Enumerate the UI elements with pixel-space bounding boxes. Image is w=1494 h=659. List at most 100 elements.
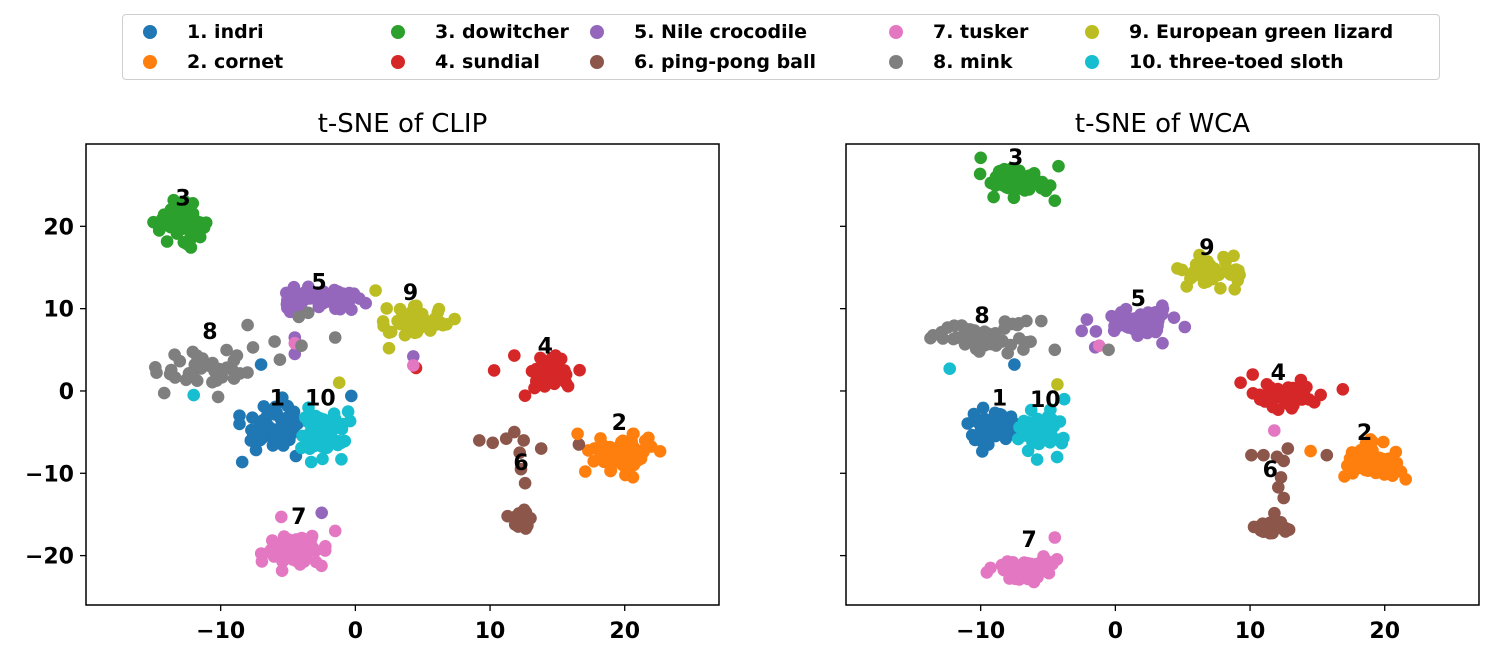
scatter-point-class-8 — [971, 326, 984, 340]
scatter-point-class-8 — [1012, 317, 1026, 330]
scatter-point-class-7 — [328, 524, 342, 538]
scatter-point-class-7 — [1092, 339, 1106, 353]
scatter-point-class-10 — [341, 405, 355, 418]
scatter-point-class-3 — [185, 210, 198, 224]
scatter-point-class-8 — [328, 331, 342, 344]
legend-item: 8. mink — [889, 50, 1013, 74]
legend-label: 8. mink — [933, 51, 1013, 73]
scatter-point-class-9 — [423, 321, 437, 334]
scatter-point-class-3 — [167, 193, 180, 207]
scatter-point-class-8 — [233, 367, 247, 380]
scatter-point-class-8 — [268, 335, 281, 348]
scatter-point-class-1 — [245, 423, 258, 437]
scatter-point-class-4 — [1258, 395, 1272, 408]
scatter-point-class-3 — [1052, 159, 1065, 173]
scatter-point-class-8 — [241, 318, 254, 332]
scatter-point-class-2 — [613, 439, 626, 453]
scatter-point-class-5 — [1167, 311, 1181, 325]
scatter-point-class-6 — [1320, 448, 1334, 462]
scatter-point-class-9 — [1201, 255, 1214, 268]
scatter-point-class-1 — [261, 419, 275, 433]
cluster-label: 4 — [1271, 361, 1286, 386]
scatter-point-class-10 — [336, 417, 350, 431]
scatter-point-class-3 — [184, 241, 198, 254]
legend-marker — [889, 55, 903, 69]
scatter-point-class-2 — [627, 427, 640, 441]
scatter-point-class-1 — [345, 389, 358, 403]
legend-label: 4. sundial — [435, 51, 540, 73]
scatter-point-class-8 — [157, 386, 171, 400]
scatter-point-class-1 — [254, 430, 268, 444]
scatter-point-class-9 — [382, 341, 396, 355]
scatter-point-class-9 — [377, 319, 390, 333]
scatter-point-class-4 — [573, 363, 586, 377]
legend-marker — [590, 55, 604, 69]
scatter-point-class-8 — [220, 343, 233, 357]
scatter-point-class-8 — [1102, 343, 1115, 357]
scatter-point-class-2 — [579, 465, 592, 478]
scatter-point-class-3 — [157, 208, 171, 221]
scatter-point-class-1 — [254, 358, 268, 371]
scatter-point-class-3 — [987, 190, 1000, 204]
scatter-point-class-8 — [1021, 335, 1034, 349]
cluster-label: 10 — [1030, 388, 1061, 413]
scatter-point-class-2 — [1345, 446, 1359, 459]
scatter-point-class-6 — [517, 434, 530, 447]
scatter-point-class-2 — [607, 450, 620, 464]
cluster-label: 5 — [1131, 287, 1146, 312]
scatter-point-class-6 — [501, 509, 514, 523]
scatter-point-class-2 — [604, 464, 617, 478]
legend-label: 2. cornet — [187, 51, 284, 73]
scatter-point-class-7 — [284, 547, 297, 560]
scatter-point-class-6 — [1257, 448, 1270, 462]
scatter-point-class-7 — [1011, 569, 1024, 583]
scatter-point-class-1 — [974, 426, 987, 439]
scatter-point-class-3 — [974, 151, 987, 165]
scatter-point-class-5 — [1156, 336, 1169, 350]
cluster-label: 3 — [1008, 146, 1023, 171]
scatter-point-class-10 — [1017, 414, 1031, 428]
scatter-point-class-1 — [233, 417, 246, 431]
chart-title: t-SNE of CLIP — [318, 109, 488, 139]
scatter-point-class-6 — [534, 442, 548, 455]
scatter-point-class-3 — [196, 218, 209, 232]
scatter-point-class-8 — [273, 353, 287, 367]
cluster-label: 1 — [992, 387, 1007, 412]
scatter-point-class-8 — [203, 359, 216, 373]
legend-label: 10. three-toed sloth — [1129, 51, 1344, 73]
scatter-point-class-9 — [1206, 272, 1219, 286]
axes-frame — [85, 143, 720, 606]
scatter-point-class-4 — [487, 364, 501, 377]
x-tick-label: 10 — [475, 619, 506, 644]
cluster-label: 4 — [538, 335, 553, 360]
scatter-point-class-4 — [1336, 383, 1350, 396]
legend-item: 9. European green lizard — [1085, 20, 1393, 44]
legend-marker — [143, 55, 157, 69]
scatter-point-class-4 — [1314, 388, 1327, 402]
cluster-label: 9 — [403, 281, 418, 306]
cluster-label: 5 — [311, 270, 326, 295]
legend-item: 3. dowitcher — [391, 20, 569, 44]
scatter-point-class-8 — [924, 331, 937, 345]
axes-frame — [845, 143, 1480, 606]
scatter-point-class-6 — [473, 434, 486, 447]
scatter-point-class-7 — [254, 547, 268, 560]
cluster-label: 1 — [270, 387, 285, 412]
legend-marker — [143, 25, 157, 39]
scatter-point-class-4 — [1281, 389, 1294, 403]
scatter-points — [147, 193, 667, 577]
x-tick-label: 0 — [1108, 619, 1123, 644]
scatter-point-class-2 — [587, 455, 600, 468]
scatter-point-class-10 — [301, 433, 314, 447]
scatter-point-class-10 — [1042, 419, 1056, 433]
scatter-point-class-4 — [518, 389, 532, 403]
scatter-point-class-10 — [187, 388, 200, 402]
scatter-point-class-6 — [524, 512, 537, 525]
scatter-point-class-10 — [1030, 453, 1044, 466]
legend-item: 4. sundial — [391, 50, 540, 74]
legend-item: 7. tusker — [889, 20, 1028, 44]
scatter-point-class-10 — [943, 362, 956, 376]
scatter-point-class-1 — [244, 434, 258, 447]
scatter-point-class-1 — [1004, 410, 1018, 424]
scatter-point-class-7 — [1268, 424, 1281, 437]
